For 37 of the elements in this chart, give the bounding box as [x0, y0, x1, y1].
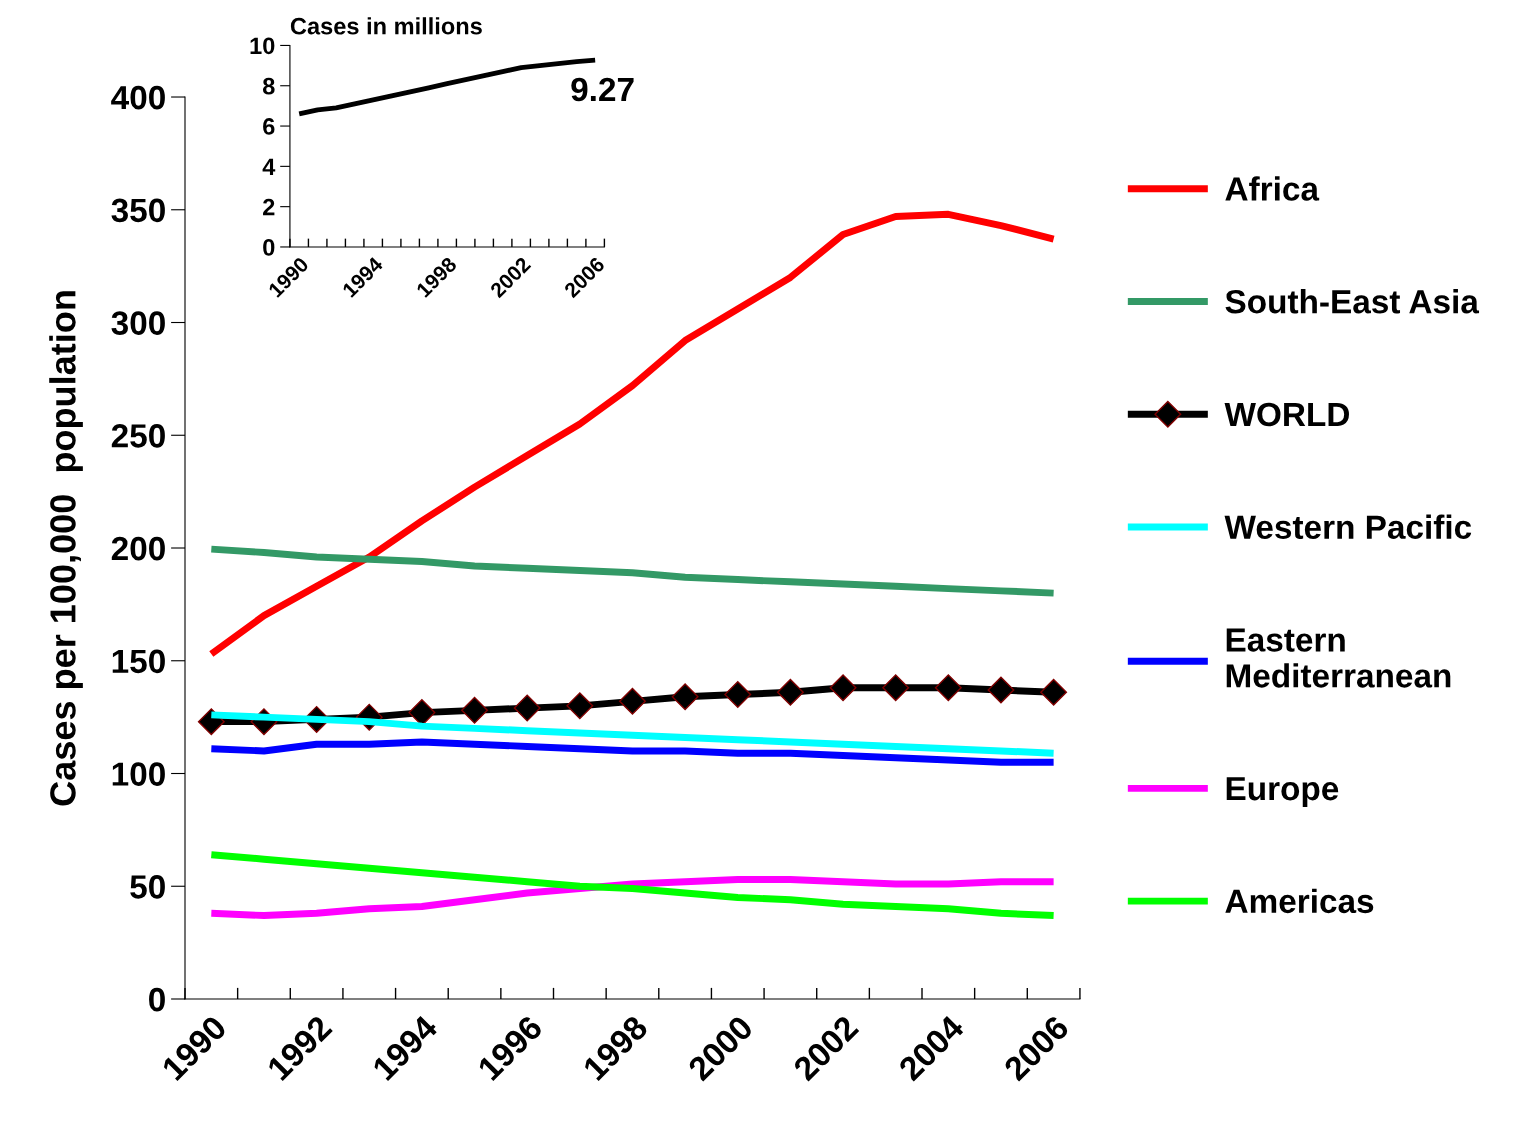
y-tick-label: 150 [112, 649, 165, 674]
annotation: 9.27 [571, 77, 634, 102]
y-tick-label: 100 [112, 762, 165, 786]
y-tick-label: 6 [263, 118, 275, 135]
y-tick-label: 10 [250, 37, 275, 55]
y-tick-label: 200 [111, 536, 165, 561]
y-axis-title: Cases per 100,000 population [49, 291, 83, 806]
point [671, 683, 699, 711]
point [1040, 678, 1068, 706]
y-tick-label: 2 [263, 198, 275, 216]
legend-label: Eastern Mediterranean [1226, 628, 1451, 688]
point [987, 676, 1015, 704]
y-tick-label: 400 [111, 85, 165, 110]
legend-label: WORLD [1224, 402, 1349, 427]
point [461, 696, 489, 724]
y-tick-label: 350 [111, 198, 165, 223]
point [882, 674, 910, 702]
y-tick-label: 0 [263, 239, 275, 256]
chart-title: Cases in millions [290, 17, 482, 35]
legend-label: South-East Asia [1225, 289, 1480, 314]
point [724, 681, 752, 709]
legend-label: Europe [1226, 777, 1339, 807]
y-tick-label: 300 [111, 311, 165, 335]
y-tick-label: 250 [111, 424, 165, 448]
point [934, 674, 962, 702]
legend-label: Western Pacific [1224, 514, 1472, 539]
point [776, 678, 804, 706]
point [566, 692, 594, 720]
legend-label: Africa [1225, 176, 1320, 201]
y-tick-label: 50 [130, 875, 165, 899]
point [513, 694, 541, 722]
y-tick-label: 4 [262, 158, 276, 175]
y-tick-label: 8 [262, 77, 275, 95]
legend-label: Americas [1225, 888, 1374, 914]
y-tick-label: 0 [149, 987, 165, 1012]
point [619, 687, 646, 715]
point [829, 674, 857, 702]
